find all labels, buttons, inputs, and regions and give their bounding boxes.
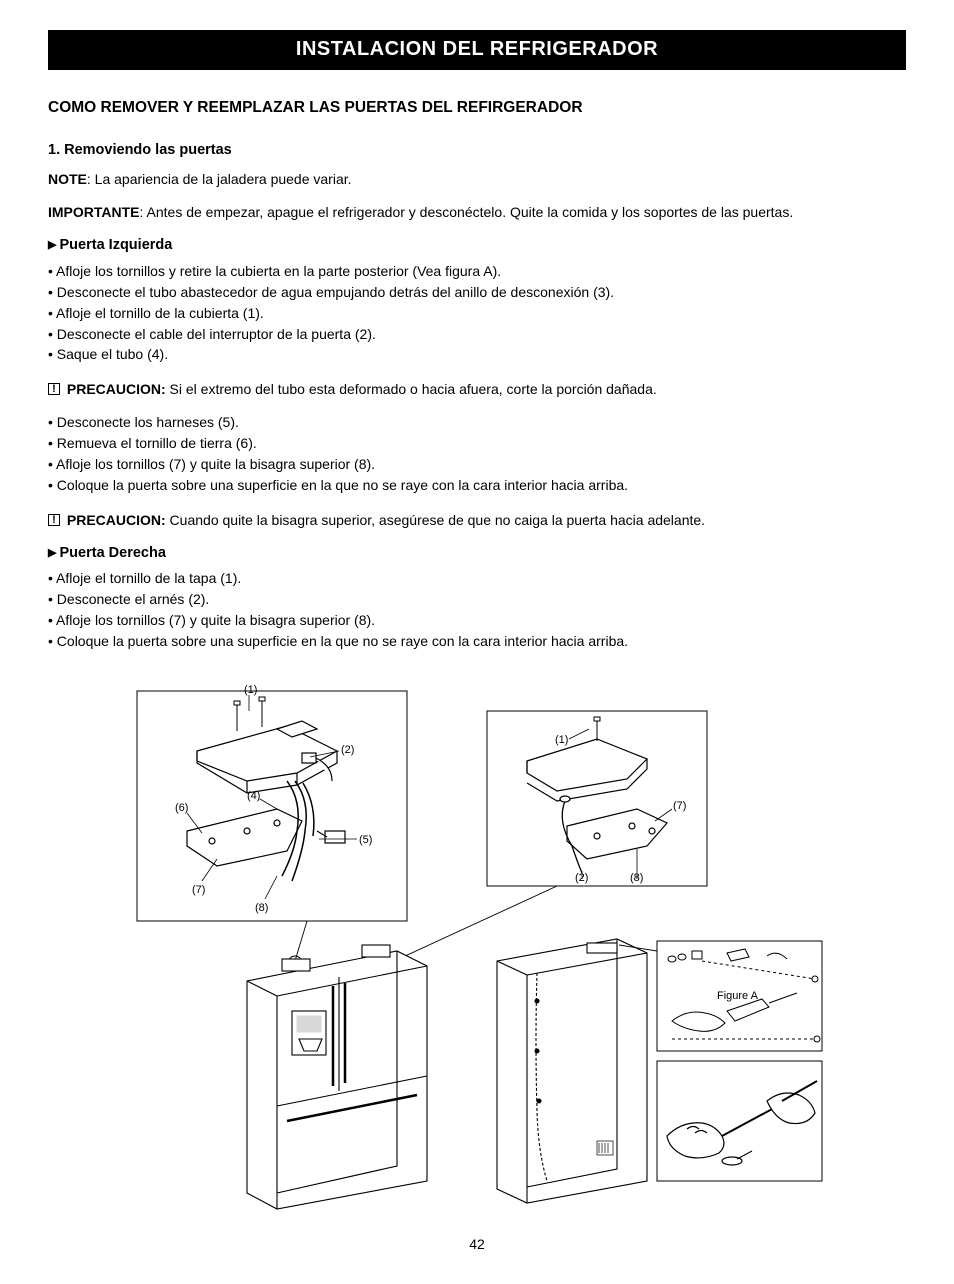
title-bar: INSTALACION DEL REFRIGERADOR (48, 30, 906, 70)
fridge-front (247, 945, 427, 1209)
bullet-item: Afloje el tornillo de la cubierta (1). (48, 304, 906, 323)
section-heading: COMO REMOVER Y REEMPLAZAR LAS PUERTAS DE… (48, 98, 906, 119)
hands-inset (657, 1061, 822, 1181)
bullet-item: Desconecte el tubo abastecedor de agua e… (48, 283, 906, 302)
warning-icon (48, 514, 60, 526)
bullet-item: Afloje los tornillos (7) y quite la bisa… (48, 611, 906, 630)
fridge-rear (497, 939, 647, 1203)
bullet-item: Remueva el tornillo de tierra (6). (48, 434, 906, 453)
callout-r1: (1) (555, 734, 568, 746)
figure-a-inset: Figure A (619, 941, 822, 1051)
callout-8: (8) (255, 902, 268, 914)
note-label: NOTE (48, 171, 87, 187)
bullet-item: Afloje el tornillo de la tapa (1). (48, 569, 906, 588)
figure-area: (1) (2) (4) (5) (6) (7) (8) (127, 681, 827, 1211)
caution-label: PRECAUCION: (67, 512, 166, 528)
page-number: 42 (48, 1235, 906, 1254)
right-detail-box: (1) (7) (2) (8) (487, 711, 707, 886)
importante-line: IMPORTANTE: Antes de empezar, apague el … (48, 203, 906, 222)
bullet-item: Desconecte el cable del interruptor de l… (48, 325, 906, 344)
right-bullets: Afloje el tornillo de la tapa (1). Desco… (48, 569, 906, 651)
caution-1: PRECAUCION: Si el extremo del tubo esta … (48, 380, 906, 399)
callout-6: (6) (175, 802, 188, 814)
callout-4: (4) (247, 790, 260, 802)
note-line: NOTE: La apariencia de la jaladera puede… (48, 170, 906, 189)
bullet-item: Coloque la puerta sobre una superficie e… (48, 632, 906, 651)
callout-5: (5) (359, 834, 372, 846)
diagram-svg: (1) (2) (4) (5) (6) (7) (8) (127, 681, 827, 1211)
bullet-item: Desconecte los harneses (5). (48, 413, 906, 432)
left-bullets-a: Afloje los tornillos y retire la cubiert… (48, 262, 906, 364)
importante-text: : Antes de empezar, apague el refrigerad… (140, 204, 794, 220)
bullet-item: Coloque la puerta sobre una superficie e… (48, 476, 906, 495)
callout-r2: (2) (575, 872, 588, 884)
caution-2-text: Cuando quite la bisagra superior, asegúr… (166, 512, 705, 528)
importante-label: IMPORTANTE (48, 204, 140, 220)
bullet-item: Saque el tubo (4). (48, 345, 906, 364)
callout-7: (7) (192, 884, 205, 896)
figure-a-label: Figure A (717, 990, 759, 1002)
right-door-heading: Puerta Derecha (48, 544, 906, 564)
note-text: : La apariencia de la jaladera puede var… (87, 171, 352, 187)
warning-icon (48, 383, 60, 395)
left-door-heading: Puerta Izquierda (48, 236, 906, 256)
callout-r7: (7) (673, 800, 686, 812)
caution-2: PRECAUCION: Cuando quite la bisagra supe… (48, 511, 906, 530)
caution-1-text: Si el extremo del tubo esta deformado o … (166, 381, 657, 397)
left-detail-box: (1) (2) (4) (5) (6) (7) (8) (137, 684, 407, 921)
bullet-item: Afloje los tornillos (7) y quite la bisa… (48, 455, 906, 474)
bullet-item: Afloje los tornillos y retire la cubiert… (48, 262, 906, 281)
caution-label: PRECAUCION: (67, 381, 166, 397)
callout-1: (1) (244, 684, 257, 696)
step-1-heading: 1. Removiendo las puertas (48, 141, 906, 161)
left-bullets-b: Desconecte los harneses (5). Remueva el … (48, 413, 906, 495)
callout-2: (2) (341, 744, 354, 756)
bullet-item: Desconecte el arnés (2). (48, 590, 906, 609)
callout-r8: (8) (630, 872, 643, 884)
